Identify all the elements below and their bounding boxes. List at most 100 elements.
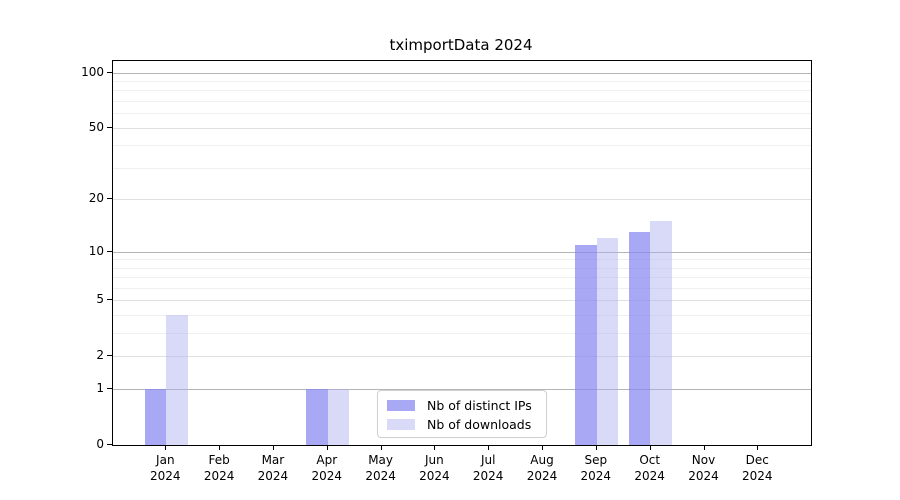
x-label-year: 2024 [257,469,289,483]
gridline-y-9 [113,259,811,261]
x-axis-tick-oct [649,445,651,450]
x-label-month: Aug [530,453,554,467]
gridline-y-20 [113,199,811,201]
y-axis-tick-label-1: 1 [96,381,104,396]
gridline-y-7 [113,277,811,279]
plot-area [112,60,812,446]
x-label-month: Dec [745,453,769,467]
gridline-y-3 [113,333,811,335]
x-axis-tick-jan [165,445,167,450]
x-label-year: 2024 [203,469,235,483]
y-axis-tick-100 [107,71,112,73]
x-axis-tick-mar [272,445,274,450]
x-axis-tick-nov [703,445,705,450]
y-axis-tick-label-2: 2 [96,348,104,363]
x-label-month: Jan [156,453,175,467]
x-label-year: 2024 [688,469,719,483]
x-axis-tick-label-mar: Mar 2024 [243,452,303,484]
x-label-year: 2024 [419,469,450,483]
bar-downloads-sep [596,238,618,445]
chart-title: tximportData 2024 [389,36,533,54]
y-axis-tick-label-20: 20 [88,191,104,206]
y-axis-tick-5 [107,299,112,301]
gridline-y-80 [113,90,811,92]
legend-item-distinct-ips: Nb of distinct IPs [386,396,538,415]
x-label-month: Mar [261,453,285,467]
x-label-month: Sep [584,453,608,467]
x-axis-tick-label-apr: Apr 2024 [297,452,357,484]
x-label-year: 2024 [634,469,665,483]
bar-distinct-ips-apr [306,389,328,445]
x-label-month: Jun [425,453,444,467]
x-axis-tick-jun [434,445,436,450]
x-label-year: 2024 [311,469,343,483]
x-axis-tick-label-may: May 2024 [351,452,411,484]
bar-distinct-ips-oct [628,232,651,445]
x-label-year: 2024 [472,469,504,483]
legend-label-downloads: Nb of downloads [427,417,532,432]
x-axis-tick-aug [542,445,543,450]
x-label-month: May [368,453,393,467]
bar-distinct-ips-jan [144,389,166,445]
legend: Nb of distinct IPs Nb of downloads [377,390,547,438]
x-axis-tick-label-oct: Oct 2024 [620,452,680,484]
legend-item-downloads: Nb of downloads [386,415,538,434]
gridline-y-6 [113,288,811,289]
gridline-y-8 [113,267,811,269]
x-label-year: 2024 [526,469,558,483]
y-axis-tick-0 [107,444,112,445]
legend-swatch-downloads [387,419,415,430]
x-label-year: 2024 [365,469,396,483]
gridline-y-1 [113,389,811,391]
y-axis-tick-20 [107,198,112,200]
legend-swatch-distinct-ips [387,400,415,411]
bar-downloads-oct [650,221,672,445]
x-axis-tick-label-dec: Dec 2024 [727,452,787,484]
gridline-y-30 [113,167,811,169]
x-axis-tick-apr [326,445,328,450]
x-label-month: Nov [691,453,716,467]
x-label-year: 2024 [742,469,773,483]
x-axis-tick-dec [757,445,759,450]
x-axis-tick-jul [488,445,490,450]
x-axis-tick-label-aug: Aug 2024 [512,452,572,484]
gridline-y-70 [113,101,811,102]
x-label-year: 2024 [150,469,181,483]
y-axis-tick-1 [107,388,112,390]
gridline-y-60 [113,113,811,115]
gridline-y-90 [113,81,811,82]
gridline-y-4 [113,315,811,317]
gridline-y-5 [113,300,811,302]
x-axis-tick-label-sep: Sep 2024 [566,452,626,484]
gridline-y-40 [113,145,811,147]
y-axis-tick-2 [107,355,112,357]
x-label-month: Jul [480,453,496,467]
gridline-y-100 [113,72,811,74]
y-axis-tick-label-100: 100 [81,64,104,79]
x-axis-tick-label-feb: Feb 2024 [189,452,249,484]
x-axis-tick-label-nov: Nov 2024 [674,452,734,484]
bar-distinct-ips-sep [575,244,597,445]
gridline-y-10 [113,251,811,253]
x-label-year: 2024 [580,469,612,483]
x-axis-tick-may [380,445,382,450]
x-axis-tick-label-jun: Jun 2024 [404,452,464,484]
x-axis-tick-feb [219,445,221,450]
y-axis-tick-label-0: 0 [96,437,104,451]
bar-downloads-jan [166,315,188,445]
x-label-month: Oct [639,453,661,467]
gridline-y-50 [113,127,811,129]
x-label-month: Feb [208,453,230,467]
y-axis-tick-label-5: 5 [96,292,104,307]
y-axis-tick-10 [107,250,112,252]
x-axis-tick-label-jan: Jan 2024 [135,452,195,484]
gridline-y-2 [113,356,811,358]
legend-label-distinct-ips: Nb of distinct IPs [427,398,532,413]
x-axis-tick-sep [595,445,597,450]
x-axis-tick-label-jul: Jul 2024 [458,452,518,484]
y-axis-tick-label-50: 50 [88,119,104,134]
bar-downloads-apr [327,389,349,445]
x-label-month: Apr [316,453,338,467]
y-axis-tick-label-10: 10 [88,243,104,258]
